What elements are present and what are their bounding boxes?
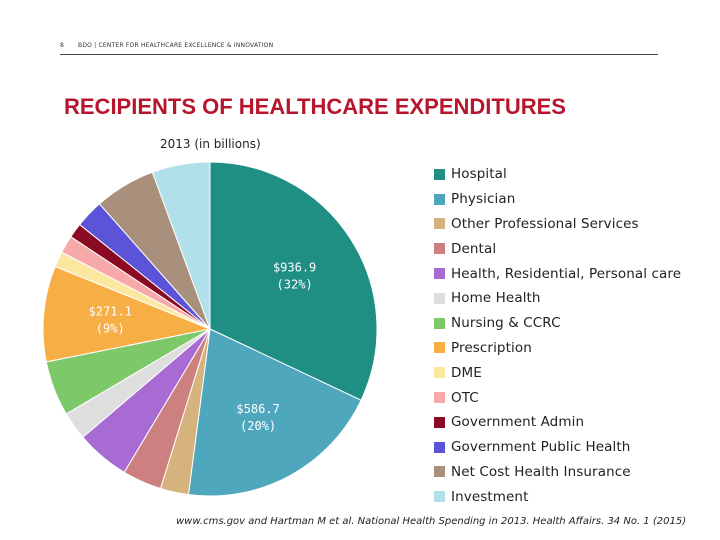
legend-label: Home Health: [451, 290, 541, 307]
legend-swatch: [434, 243, 445, 255]
legend-item-prescription: Prescription: [434, 336, 720, 361]
legend-item-other-professional-services: Other Professional Services: [434, 212, 720, 237]
legend-swatch: [434, 168, 445, 180]
legend-swatch: [434, 218, 445, 230]
legend-swatch: [434, 342, 445, 354]
legend-item-physician: Physician: [434, 187, 720, 212]
header-bar: 8 BDO | CENTER FOR HEALTHCARE EXCELLENCE…: [60, 40, 658, 55]
legend-label: Dental: [451, 240, 497, 257]
legend-item-hospital: Hospital: [434, 162, 720, 187]
slice-percent-label: (9%): [96, 322, 125, 336]
legend-item-otc: OTC: [434, 385, 720, 410]
legend-item-investment: Investment: [434, 484, 720, 509]
pie-slice-investment: [151, 161, 211, 330]
legend-label: Hospital: [451, 166, 507, 183]
legend-label: Prescription: [451, 339, 532, 356]
legend-item-dental: Dental: [434, 236, 720, 261]
legend-item-nursing-ccrc: Nursing & CCRC: [434, 311, 720, 336]
chart-legend: Hospital Physician Other Professional Serv…: [434, 162, 720, 509]
legend-label: Government Public Health: [451, 439, 631, 456]
slice-percent-label: (32%): [277, 277, 313, 291]
legend-label: OTC: [451, 389, 479, 406]
chart-subtitle: 2013 (in billions): [160, 137, 261, 151]
legend-label: DME: [451, 364, 482, 381]
pie-slice-prescription: [42, 265, 212, 363]
legend-item-dme: DME: [434, 360, 720, 385]
legend-label: Government Admin: [451, 414, 585, 431]
pie-slice-hospital: [209, 161, 378, 401]
legend-label: Investment: [451, 488, 529, 505]
legend-label: Other Professional Services: [451, 215, 639, 232]
legend-swatch: [434, 491, 445, 503]
slice-value-label: $586.7: [236, 402, 279, 416]
legend-swatch: [434, 441, 445, 453]
page-title: RECIPIENTS OF HEALTHCARE EXPENDITURES: [64, 94, 566, 119]
slice-value-label: $271.1: [89, 305, 132, 319]
legend-item-government-admin: Government Admin: [434, 410, 720, 435]
slice-value-label: $936.9: [273, 260, 316, 274]
legend-label: Health, Residential, Personal care: [451, 265, 682, 282]
legend-swatch: [434, 292, 445, 304]
legend-swatch: [434, 392, 445, 404]
legend-swatch: [434, 466, 445, 478]
legend-swatch: [434, 317, 445, 329]
page-number: 8: [60, 42, 64, 49]
org-name: BDO | CENTER FOR HEALTHCARE EXCELLENCE &…: [78, 42, 274, 49]
legend-item-government-public-health: Government Public Health: [434, 435, 720, 460]
pie-slice-physician: [187, 328, 362, 497]
legend-item-home-health: Home Health: [434, 286, 720, 311]
legend-swatch: [434, 193, 445, 205]
legend-item-health-residential-personal-care: Health, Residential, Personal care: [434, 261, 720, 286]
legend-swatch: [434, 268, 445, 280]
legend-item-net-cost-health-insurance: Net Cost Health Insurance: [434, 460, 720, 485]
legend-label: Net Cost Health Insurance: [451, 463, 631, 480]
legend-swatch: [434, 367, 445, 379]
legend-label: Physician: [451, 191, 516, 208]
legend-swatch: [434, 416, 445, 428]
slice-percent-label: (20%): [240, 419, 276, 433]
legend-label: Nursing & CCRC: [451, 315, 561, 332]
source-note: www.cms.gov and Hartman M et al. Nationa…: [176, 516, 687, 527]
pie-chart: $936.9 (32%) $586.7 (20%) $271.1 (9%): [42, 161, 378, 497]
